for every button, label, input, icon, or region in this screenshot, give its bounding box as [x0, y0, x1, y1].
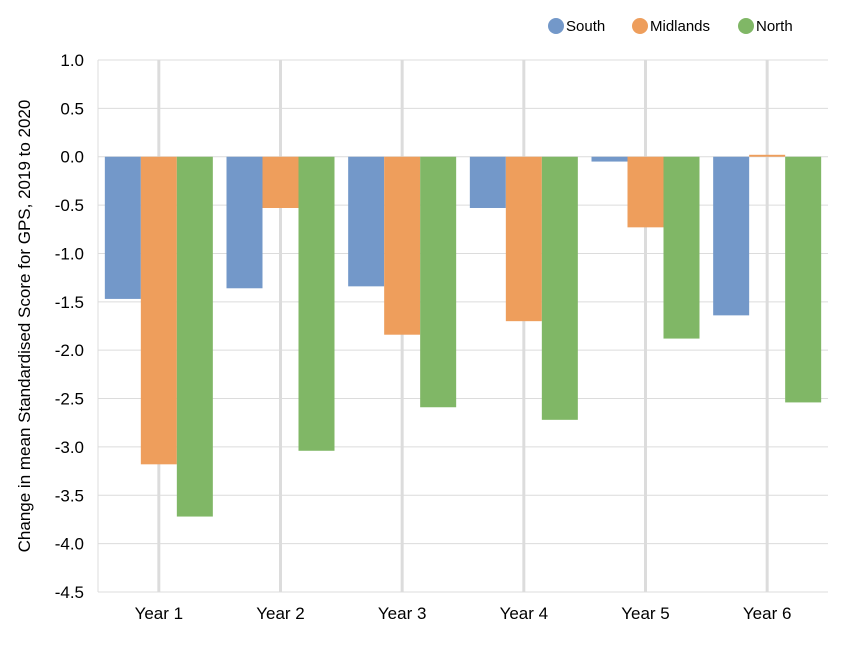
bar-midlands-year-5 [627, 156, 664, 228]
x-tick-label: Year 5 [621, 604, 670, 623]
y-tick-label: -3.5 [55, 486, 84, 505]
y-tick-label: -2.5 [55, 390, 84, 409]
y-tick-label: 1.0 [60, 51, 84, 70]
bar-midlands-year-2 [262, 156, 299, 208]
bar-midlands-year-4 [505, 156, 542, 322]
y-tick-labels: 1.0 0.5 0.0 -0.5 -1.0 -1.5 -2.0 -2.5 -3.0 -3.5 -4.… [55, 51, 84, 602]
bar-south-year-3 [348, 156, 385, 287]
legend-marker-midlands [632, 18, 648, 34]
bar-north-year-5 [663, 156, 700, 339]
y-tick-label: -0.5 [55, 196, 84, 215]
y-tick-label: -3.0 [55, 438, 84, 457]
y-tick-label: -4.0 [55, 535, 84, 554]
x-tick-label: Year 4 [500, 604, 549, 623]
x-tick-labels: Year 1 Year 2 Year 3 Year 4 Year 5 Year 6 [135, 604, 792, 623]
y-tick-label: -2.0 [55, 341, 84, 360]
x-tick-label: Year 6 [743, 604, 792, 623]
bar-midlands-year-6 [749, 154, 786, 157]
bar-south-year-6 [713, 156, 750, 316]
y-tick-label: -4.5 [55, 583, 84, 602]
legend-label-south: South [566, 18, 605, 35]
bars [104, 154, 822, 517]
bar-north-year-3 [420, 156, 457, 408]
bar-north-year-4 [541, 156, 578, 420]
bar-north-year-1 [176, 156, 213, 517]
y-axis-title: Change in mean Standardised Score for GP… [15, 100, 34, 553]
legend-marker-north [738, 18, 754, 34]
bar-north-year-2 [298, 156, 335, 451]
y-tick-label: -1.0 [55, 244, 84, 263]
bar-south-year-5 [591, 156, 628, 162]
y-tick-label: -1.5 [55, 293, 84, 312]
bar-south-year-2 [226, 156, 263, 289]
bar-south-year-4 [469, 156, 506, 208]
bar-north-year-6 [785, 156, 822, 403]
bar-south-year-1 [104, 156, 141, 299]
x-tick-label: Year 3 [378, 604, 427, 623]
y-tick-label: 0.5 [60, 99, 84, 118]
bar-midlands-year-1 [140, 156, 177, 465]
y-tick-label: 0.0 [60, 148, 84, 167]
legend-marker-south [548, 18, 564, 34]
x-tick-label: Year 2 [256, 604, 305, 623]
legend-label-midlands: Midlands [650, 18, 710, 35]
legend-label-north: North [756, 18, 793, 35]
legend: South Midlands North [548, 18, 793, 35]
bar-midlands-year-3 [384, 156, 421, 335]
x-tick-label: Year 1 [135, 604, 184, 623]
